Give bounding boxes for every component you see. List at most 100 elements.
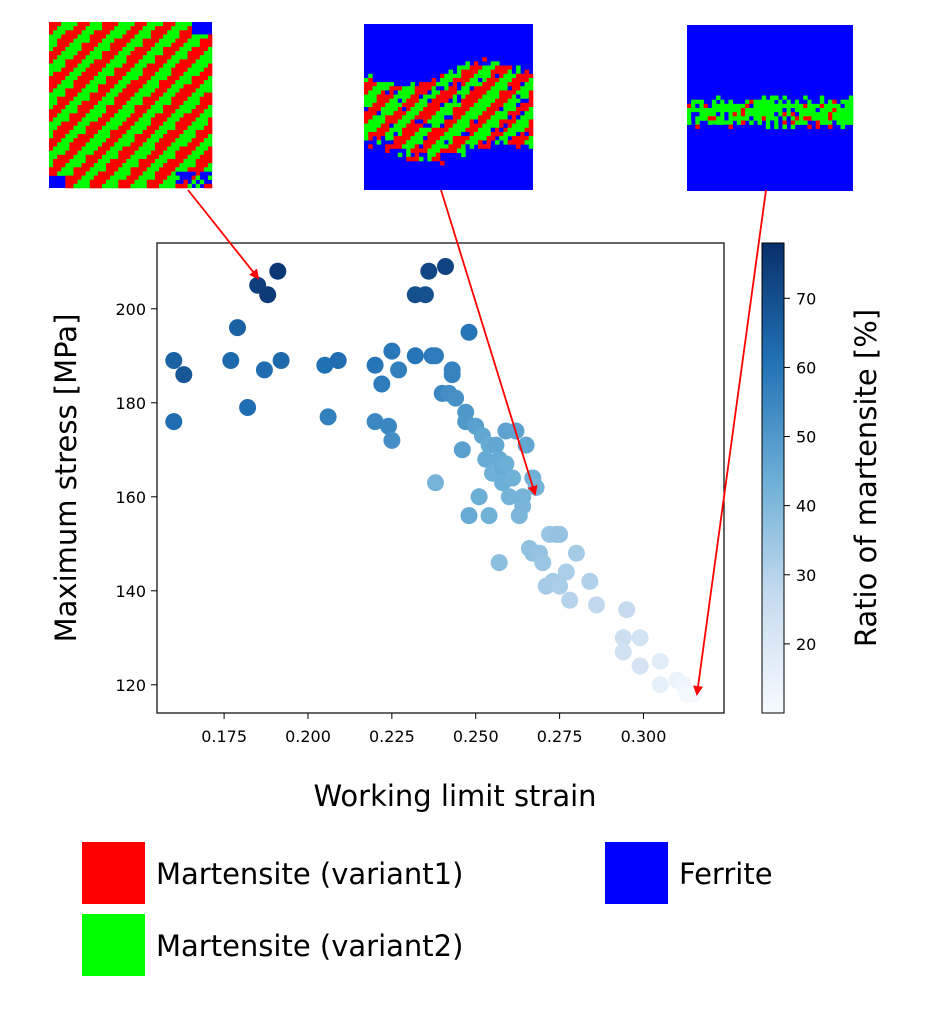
micro-pixel xyxy=(456,131,462,137)
micro-pixel xyxy=(77,51,82,56)
micro-pixel xyxy=(118,138,123,143)
micro-pixel xyxy=(757,108,762,113)
micro-pixel xyxy=(122,38,127,44)
micro-pixel xyxy=(126,158,131,164)
micro-pixel xyxy=(520,136,525,141)
micro-pixel xyxy=(199,55,205,60)
micro-pixel xyxy=(150,171,156,176)
micro-pixel xyxy=(61,171,66,176)
micro-pixel xyxy=(167,117,172,122)
micro-pixel xyxy=(452,148,458,153)
micro-pixel xyxy=(57,150,62,156)
micro-pixel xyxy=(57,171,62,176)
micro-pixel xyxy=(179,134,184,139)
micro-pixel xyxy=(393,136,399,141)
micro-pixel xyxy=(154,71,160,77)
micro-pixel xyxy=(844,108,850,113)
micro-pixel xyxy=(93,22,99,27)
data-point xyxy=(269,262,287,280)
micro-pixel xyxy=(199,117,205,122)
micro-pixel xyxy=(461,77,466,83)
micro-pixel xyxy=(130,38,135,44)
micro-pixel xyxy=(397,115,403,120)
micro-pixel xyxy=(49,96,54,102)
micro-pixel xyxy=(81,71,86,77)
micro-pixel xyxy=(122,129,127,135)
micro-pixel xyxy=(49,109,54,114)
micro-pixel xyxy=(175,51,180,56)
micro-pixel xyxy=(183,51,188,56)
micro-pixel xyxy=(126,109,131,114)
micro-pixel xyxy=(53,129,58,135)
micro-pixel xyxy=(171,38,176,44)
micro-pixel xyxy=(465,107,470,112)
micro-pixel xyxy=(511,140,517,145)
micro-pixel xyxy=(57,163,62,168)
micro-pixel xyxy=(110,88,115,93)
micro-pixel xyxy=(364,131,369,137)
micro-pixel xyxy=(97,34,103,39)
micro-pixel xyxy=(53,30,58,35)
micro-pixel xyxy=(452,127,458,133)
micro-pixel xyxy=(126,113,131,118)
micro-pixel xyxy=(364,136,369,141)
micro-pixel xyxy=(187,46,192,52)
micro-pixel xyxy=(53,113,58,118)
arrow-mid-martensite xyxy=(440,189,538,496)
micro-pixel xyxy=(138,142,144,147)
micro-pixel xyxy=(159,150,164,156)
micro-pixel xyxy=(376,140,382,145)
micro-pixel xyxy=(101,22,107,27)
micro-pixel xyxy=(126,179,131,185)
micro-pixel xyxy=(73,179,78,185)
micro-pixel xyxy=(89,63,95,68)
micro-pixel xyxy=(840,103,845,109)
micro-pixel xyxy=(431,86,437,91)
micro-pixel xyxy=(207,80,213,85)
micro-pixel xyxy=(171,183,176,189)
micro-pixel xyxy=(191,167,197,172)
micro-pixel xyxy=(110,109,115,114)
micro-pixel xyxy=(431,82,437,87)
micro-pixel xyxy=(57,59,62,64)
micro-pixel xyxy=(93,154,99,160)
micro-pixel xyxy=(163,42,168,48)
micro-pixel xyxy=(461,82,466,87)
micro-pixel xyxy=(187,22,192,27)
micro-pixel xyxy=(469,140,475,145)
micro-pixel xyxy=(85,84,91,89)
micro-pixel xyxy=(516,127,521,133)
data-point xyxy=(551,577,569,595)
micro-pixel xyxy=(195,96,201,102)
micro-pixel xyxy=(494,123,500,129)
micro-pixel xyxy=(183,22,188,27)
micro-pixel xyxy=(65,92,70,97)
micro-pixel xyxy=(159,171,164,176)
micro-pixel xyxy=(179,113,184,118)
micro-pixel xyxy=(175,96,180,102)
micro-pixel xyxy=(138,125,144,131)
micro-pixel xyxy=(179,42,184,48)
micro-pixel xyxy=(520,90,525,95)
micro-pixel xyxy=(142,30,148,35)
micro-pixel xyxy=(187,34,192,39)
micro-pixel xyxy=(146,167,152,172)
micro-pixel xyxy=(167,63,172,68)
micro-pixel xyxy=(452,73,458,79)
micro-pixel xyxy=(171,26,176,31)
micro-pixel xyxy=(507,123,513,129)
micro-pixel xyxy=(507,127,513,133)
micro-pixel xyxy=(452,140,458,145)
micro-pixel xyxy=(503,102,508,108)
micro-pixel xyxy=(118,26,123,31)
micro-pixel xyxy=(770,112,775,117)
micro-pixel xyxy=(191,67,197,73)
micro-pixel xyxy=(150,117,156,122)
micro-pixel xyxy=(130,167,135,172)
micro-pixel xyxy=(53,55,58,60)
micro-pixel xyxy=(195,121,201,127)
micro-pixel xyxy=(106,100,111,106)
micro-pixel xyxy=(191,34,197,39)
micro-pixel xyxy=(435,82,441,87)
micro-pixel xyxy=(203,67,209,73)
